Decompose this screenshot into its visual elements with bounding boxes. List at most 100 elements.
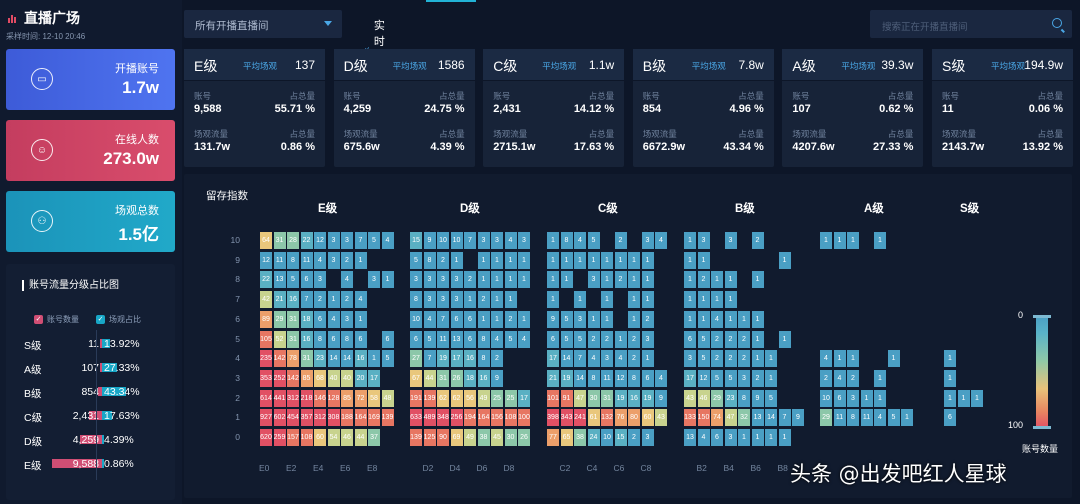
heatmap-cell[interactable]: 348 [437, 409, 449, 427]
heatmap-cell[interactable]: 1 [944, 369, 956, 387]
heatmap-cell[interactable]: 5 [560, 310, 573, 328]
heatmap-cell[interactable]: 47 [574, 389, 586, 407]
heatmap-cell[interactable]: 139 [410, 429, 422, 446]
heatmap-cell[interactable]: 441 [273, 389, 286, 407]
heatmap-cell[interactable]: 3 [327, 232, 340, 249]
heatmap-cell[interactable]: 1 [751, 310, 764, 328]
heatmap-cell[interactable]: 2 [847, 369, 859, 387]
heatmap-cell[interactable]: 157 [287, 429, 299, 446]
heatmap-cell[interactable]: 5 [697, 330, 710, 348]
heatmap-cell[interactable]: 25 [491, 389, 503, 407]
heatmap-cell[interactable]: 25 [504, 389, 517, 407]
heatmap-cell[interactable]: 633 [410, 409, 422, 427]
heatmap-cell[interactable]: 4 [574, 232, 586, 249]
heatmap-cell[interactable]: 7 [778, 409, 791, 427]
legend-accounts-toggle[interactable]: ✓ 账号数量 [34, 314, 79, 325]
heatmap-cell[interactable]: 1 [518, 271, 530, 289]
heatmap-cell[interactable]: 1 [518, 310, 530, 328]
heatmap-cell[interactable]: 43 [684, 389, 696, 407]
heatmap-cell[interactable]: 1 [724, 310, 737, 328]
heatmap-cell[interactable]: 3 [697, 232, 710, 249]
heatmap-cell[interactable]: 52 [273, 330, 286, 348]
heatmap-cell[interactable]: 5 [765, 389, 777, 407]
heatmap-cell[interactable]: 77 [547, 429, 559, 446]
heatmap-cell[interactable]: 44 [354, 429, 367, 446]
heatmap-cell[interactable]: 1 [751, 271, 764, 289]
heatmap-cell[interactable]: 105 [260, 330, 272, 348]
heatmap-cell[interactable]: 1 [738, 429, 750, 446]
heatmap-cell[interactable]: 1 [547, 291, 559, 309]
heatmap-cell[interactable]: 8 [423, 251, 436, 269]
heatmap-cell[interactable]: 14 [574, 369, 586, 387]
heatmap-cell[interactable]: 1 [751, 429, 764, 446]
heatmap-cell[interactable]: 37 [368, 429, 380, 446]
heatmap-cell[interactable]: 1 [711, 291, 723, 309]
heatmap-cell[interactable]: 3 [450, 271, 463, 289]
heatmap-cell[interactable]: 85 [341, 389, 353, 407]
heatmap-cell[interactable]: 1 [504, 251, 517, 269]
heatmap-cell[interactable]: 7 [354, 232, 367, 249]
heatmap-cell[interactable]: 1 [381, 271, 394, 289]
heatmap-cell[interactable]: 26 [518, 429, 530, 446]
heatmap-cell[interactable]: 4 [491, 330, 503, 348]
heatmap-cell[interactable]: 1 [628, 271, 640, 289]
heatmap-cell[interactable]: 43 [655, 409, 667, 427]
heatmap-cell[interactable]: 146 [314, 389, 326, 407]
heatmap-cell[interactable]: 10 [437, 232, 449, 249]
heatmap-cell[interactable]: 1 [684, 291, 696, 309]
search-input[interactable]: 搜索正在开播直播间 [870, 10, 1072, 38]
heatmap-cell[interactable]: 4 [614, 350, 627, 368]
heatmap-cell[interactable]: 8 [560, 232, 573, 249]
heatmap-cell[interactable]: 150 [697, 409, 710, 427]
heatmap-cell[interactable]: 1 [833, 350, 846, 368]
heatmap-cell[interactable]: 74 [711, 409, 723, 427]
heatmap-cell[interactable]: 2 [464, 271, 476, 289]
heatmap-cell[interactable]: 4 [655, 232, 667, 249]
heatmap-cell[interactable]: 1 [684, 251, 696, 269]
heatmap-cell[interactable]: 1 [327, 291, 340, 309]
heatmap-cell[interactable]: 80 [628, 409, 640, 427]
heatmap-cell[interactable]: 11 [273, 251, 286, 269]
heatmap-cell[interactable]: 4 [314, 251, 326, 269]
heatmap-cell[interactable]: 17 [368, 369, 380, 387]
heatmap-cell[interactable]: 68 [314, 369, 326, 387]
heatmap-cell[interactable]: 8 [314, 330, 326, 348]
heatmap-cell[interactable]: 1 [601, 310, 613, 328]
heatmap-cell[interactable]: 100 [518, 409, 530, 427]
heatmap-cell[interactable]: 17 [547, 350, 559, 368]
heatmap-cell[interactable]: 3 [641, 232, 654, 249]
heatmap-cell[interactable]: 2 [751, 369, 764, 387]
heatmap-cell[interactable]: 5 [368, 232, 380, 249]
heatmap-cell[interactable]: 4 [423, 310, 436, 328]
heatmap-cell[interactable]: 2 [477, 291, 490, 309]
heatmap-cell[interactable]: 4 [518, 330, 530, 348]
heatmap-cell[interactable]: 13 [273, 271, 286, 289]
heatmap-cell[interactable]: 2 [614, 271, 627, 289]
heatmap-cell[interactable]: 1 [368, 350, 380, 368]
heatmap-cell[interactable]: 1 [614, 330, 627, 348]
heatmap-cell[interactable]: 3 [641, 429, 654, 446]
room-filter-dropdown[interactable]: 所有开播直播间 [184, 10, 342, 38]
heatmap-cell[interactable]: 1 [628, 251, 640, 269]
heatmap-cell[interactable]: 1 [944, 350, 956, 368]
heatmap-cell[interactable]: 42 [260, 291, 272, 309]
heatmap-cell[interactable]: 1 [847, 350, 859, 368]
heatmap-cell[interactable]: 3 [341, 310, 353, 328]
heatmap-cell[interactable]: 10 [450, 232, 463, 249]
heatmap-cell[interactable]: 1 [874, 369, 886, 387]
heatmap-cell[interactable]: 16 [354, 350, 367, 368]
heatmap-cell[interactable]: 44 [423, 369, 436, 387]
heatmap-cell[interactable]: 76 [614, 409, 627, 427]
heatmap-cell[interactable]: 7 [437, 310, 449, 328]
heatmap-cell[interactable]: 24 [587, 429, 600, 446]
heatmap-cell[interactable]: 1 [765, 369, 777, 387]
heatmap-cell[interactable]: 1 [587, 310, 600, 328]
heatmap-cell[interactable]: 49 [464, 429, 476, 446]
heatmap-cell[interactable]: 7 [464, 232, 476, 249]
heatmap-cell[interactable]: 9 [751, 389, 764, 407]
heatmap-cell[interactable]: 17 [684, 369, 696, 387]
heatmap-cell[interactable]: 11 [833, 409, 846, 427]
heatmap-cell[interactable]: 18 [464, 369, 476, 387]
heatmap-cell[interactable]: 8 [477, 330, 490, 348]
heatmap-cell[interactable]: 602 [273, 409, 286, 427]
